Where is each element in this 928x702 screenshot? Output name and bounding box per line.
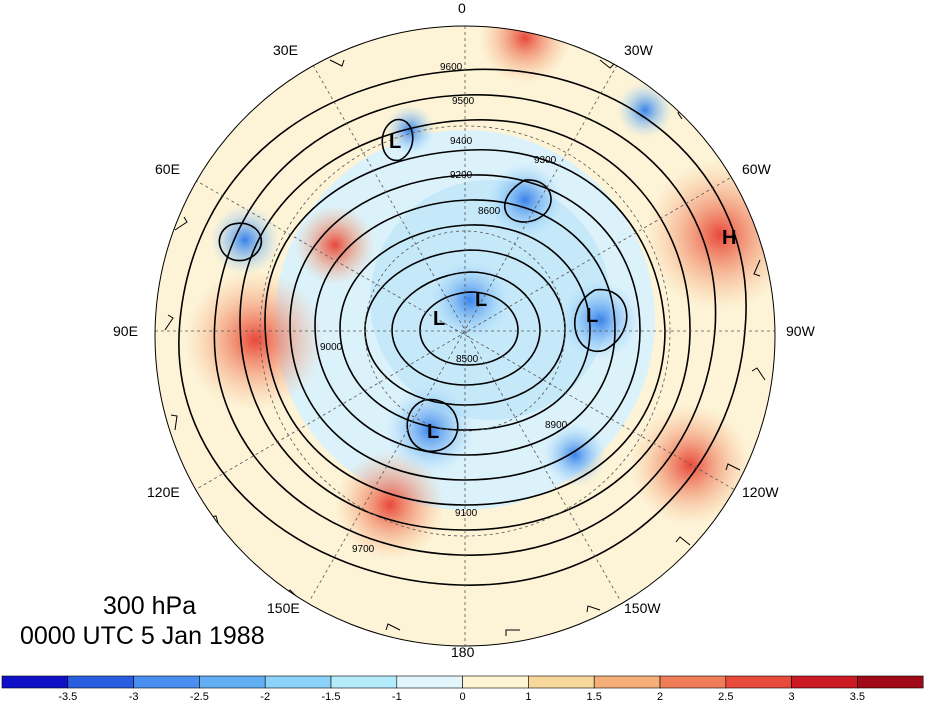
- contour-labels: 9600 9500 9400 9300 9200 9100 9000 8900 …: [320, 62, 568, 555]
- contour-label: 9600: [440, 62, 463, 73]
- lon-label-30e: 30E: [273, 42, 298, 58]
- colorbar-tick-label: -1: [392, 691, 402, 702]
- height-contours: [178, 68, 747, 586]
- colorbar-box: [67, 675, 134, 689]
- lon-label-90e: 90E: [113, 323, 138, 339]
- colorbar-box: [396, 675, 463, 689]
- colorbar-tick-label: 0: [460, 691, 466, 702]
- colorbar-box: [659, 675, 727, 689]
- colorbar-box: [462, 675, 529, 689]
- lon-label-120w: 120W: [742, 484, 779, 500]
- low-pressure-marker: L: [586, 305, 598, 327]
- colorbar-tick-label: -2: [260, 691, 270, 702]
- lon-label-150e: 150E: [267, 600, 300, 616]
- contour-label: 8900: [545, 420, 568, 431]
- contour-label: 8600: [478, 206, 501, 217]
- colorbar-tick-label: -1.5: [322, 691, 341, 702]
- map-boundary: [154, 25, 776, 647]
- lon-label-60e: 60E: [155, 161, 180, 177]
- contour-label: 9400: [450, 136, 473, 147]
- map-disk: [155, 26, 775, 646]
- colorbar-box: [791, 675, 858, 689]
- colorbar-tick-label: 2: [657, 691, 663, 702]
- lon-label-90w: 90W: [786, 323, 816, 339]
- colorbar-tick-label: -3.5: [58, 691, 77, 702]
- graticule: [155, 26, 775, 646]
- lon-label-0: 0: [458, 0, 466, 16]
- colorbar-box: [725, 675, 792, 689]
- contour-label: 9200: [450, 170, 473, 181]
- colorbar-tick-label: 3.5: [850, 691, 865, 702]
- contour-label: 9000: [320, 342, 343, 353]
- high-pressure-marker: H: [722, 227, 736, 249]
- valid-time-title: 0000 UTC 5 Jan 1988: [20, 622, 265, 650]
- low-pressure-marker: L: [475, 289, 487, 311]
- low-pressure-marker: L: [389, 131, 401, 153]
- contour-label: 9100: [455, 508, 478, 519]
- colorbar-box: [528, 675, 595, 689]
- lon-label-150w: 150W: [624, 600, 661, 616]
- contour-label: 9700: [352, 544, 375, 555]
- lon-label-120e: 120E: [147, 484, 180, 500]
- lon-label-180: 180: [451, 644, 475, 660]
- colorbar-box: [857, 675, 924, 689]
- longitude-labels: 0 30W 60W 90W 120W 150W 180 150E 120E 90…: [113, 0, 816, 660]
- colorbar: -3.5 -3 -2.5 -2 -1.5 -1 0 1 1.5 2 2.5 3 3.5: [1, 675, 924, 702]
- colorbar-tick-label: 2.5: [718, 691, 733, 702]
- contour-label: 8500: [456, 354, 479, 365]
- colorbar-tick-labels: -3.5 -3 -2.5 -2 -1.5 -1 0 1 1.5 2 2.5 3 3.5: [58, 691, 865, 702]
- contour-label: 9300: [534, 155, 557, 166]
- colorbar-box: [1, 675, 69, 689]
- pressure-systems: L L L L L H: [389, 131, 736, 443]
- low-pressure-marker: L: [427, 421, 439, 443]
- colorbar-box: [593, 675, 661, 689]
- pressure-level-title: 300 hPa: [103, 592, 197, 620]
- colorbar-tick-label: -2.5: [190, 691, 209, 702]
- colorbar-box: [264, 675, 332, 689]
- colorbar-box: [199, 675, 266, 689]
- colorbar-box: [133, 675, 200, 689]
- colorbar-tick-label: 1.5: [587, 691, 602, 702]
- colorbar-tick-label: 1: [525, 691, 531, 702]
- colorbar-box: [330, 675, 398, 689]
- low-pressure-marker: L: [433, 308, 445, 330]
- polar-stereographic-map: 9600 9500 9400 9300 9200 9100 9000 8900 …: [113, 0, 816, 660]
- lon-label-30w: 30W: [624, 42, 654, 58]
- colorbar-tick-label: -3: [129, 691, 139, 702]
- colorbar-boxes: [1, 675, 924, 689]
- lon-label-60w: 60W: [742, 161, 772, 177]
- colorbar-tick-label: 3: [789, 691, 795, 702]
- contour-label: 9500: [452, 96, 475, 107]
